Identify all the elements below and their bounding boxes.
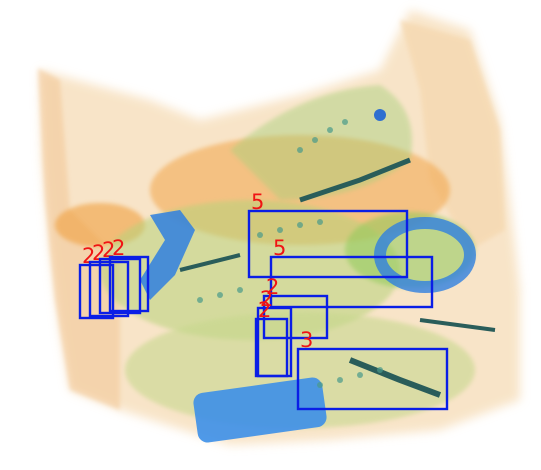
- luggage-xray-image: [38, 10, 520, 445]
- detection-box: [296, 347, 449, 411]
- detection-box: [254, 317, 289, 378]
- detection-label: 5: [251, 190, 264, 214]
- detection-label: 2: [260, 287, 273, 311]
- shoe-upper: [230, 85, 412, 200]
- detection-box: [247, 209, 409, 279]
- dark-rod-lower: [348, 357, 442, 398]
- dark-rod-right: [419, 318, 496, 332]
- detection-label: 2: [266, 275, 279, 299]
- metal-block: [193, 377, 327, 443]
- detection-box: [108, 255, 150, 313]
- bag-back-panel: [400, 20, 505, 250]
- detection-label: 5: [273, 236, 286, 260]
- detection-box: [78, 263, 115, 320]
- dark-rod-upper: [299, 157, 411, 203]
- metal-strap-left: [140, 210, 195, 300]
- metal-dot: [374, 109, 386, 121]
- detection-box: [262, 294, 329, 340]
- detection-box: [98, 257, 142, 315]
- detection-label: 2: [112, 236, 125, 260]
- detection-box: [269, 255, 434, 309]
- metal-ring-right: [374, 217, 476, 293]
- eyelet-dots: [197, 119, 383, 388]
- detection-label: 3: [300, 328, 313, 352]
- detection-label: 2: [258, 298, 271, 322]
- dark-rod-mid: [179, 253, 241, 272]
